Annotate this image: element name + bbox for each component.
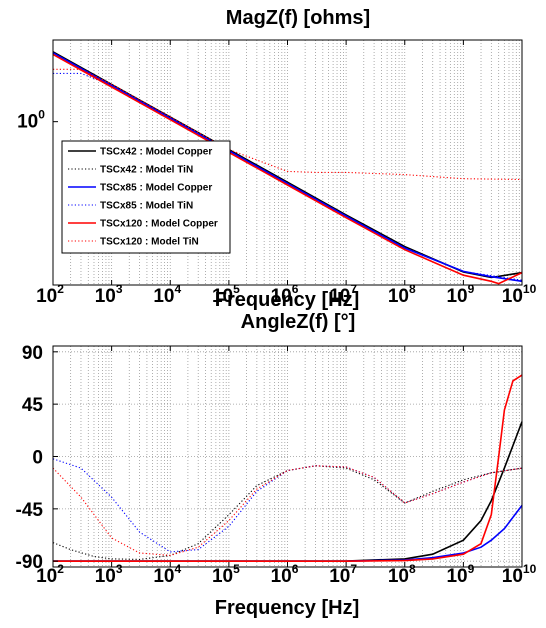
magnitude-x-axis-label: Frequency [Hz] — [215, 289, 359, 311]
x-tick-label: 104 — [153, 282, 181, 307]
x-tick-label: 106 — [271, 282, 299, 307]
x-tick-label: 104 — [153, 562, 181, 587]
y-tick-label: -90 — [16, 552, 43, 573]
y-tick-label: 90 — [22, 343, 43, 364]
legend-box — [61, 140, 231, 254]
angle-x-axis-label: Frequency [Hz] — [215, 597, 359, 619]
y-tick-label: 100 — [17, 108, 45, 133]
series-line-1 — [52, 465, 523, 560]
x-tick-label: 108 — [388, 562, 416, 587]
angle-y-ticks: 90 45 0 -45 -90 — [16, 343, 58, 573]
series-line-4 — [53, 374, 523, 563]
x-tick-label: 102 — [36, 562, 64, 587]
x-tick-label: 103 — [95, 562, 123, 587]
angle-x-ticks: 102 103 104 105 106 107 108 109 1010 — [36, 346, 537, 587]
legend-label: TSCx120 : Model TiN — [100, 237, 199, 248]
x-tick-label: 109 — [446, 282, 474, 307]
angle-chart: AngleZ(f) [°] 102 103 104 105 106 107 108 109 10… — [16, 311, 537, 619]
magnitude-chart-title: MagZ(f) [ohms] — [226, 7, 370, 29]
magnitude-y-ticks: 100 — [17, 108, 58, 133]
magnitude-series — [52, 51, 523, 285]
x-tick-label: 108 — [388, 282, 416, 307]
x-tick-label: 1010 — [502, 282, 537, 307]
angle-chart-title: AngleZ(f) [°] — [241, 311, 356, 333]
legend-label: TSCx85 : Model Copper — [100, 183, 212, 194]
x-tick-label: 103 — [95, 282, 123, 307]
magnitude-x-ticks: 102 103 104 105 106 107 108 109 1010 — [36, 40, 537, 307]
y-tick-label: 45 — [22, 395, 44, 416]
x-tick-label: 1010 — [502, 562, 537, 587]
x-tick-label: 106 — [271, 562, 299, 587]
series-line-5 — [53, 68, 523, 181]
x-tick-label: 102 — [36, 282, 64, 307]
legend-label: TSCx42 : Model TiN — [100, 165, 193, 176]
legend-label: TSCx85 : Model TiN — [100, 201, 193, 212]
y-tick-label: 0 — [32, 448, 43, 469]
magnitude-legend: TSCx42 : Model Copper TSCx42 : Model TiN T… — [61, 140, 231, 254]
x-tick-label: 107 — [329, 282, 357, 307]
x-tick-label: 105 — [212, 562, 240, 587]
angle-grid — [53, 346, 522, 567]
x-tick-label: 109 — [446, 562, 474, 587]
series-line-4 — [52, 53, 523, 285]
x-tick-label: 107 — [329, 562, 357, 587]
magnitude-chart: MagZ(f) [ohms] 102 103 104 105 106 107 108 109 1… — [17, 7, 536, 311]
legend-label: TSCx42 : Model Copper — [100, 147, 212, 158]
angle-series — [52, 374, 523, 563]
x-tick-label: 105 — [212, 282, 240, 307]
series-line-5 — [52, 465, 523, 556]
legend-label: TSCx120 : Model Copper — [100, 219, 218, 230]
y-tick-label: -45 — [16, 500, 44, 521]
